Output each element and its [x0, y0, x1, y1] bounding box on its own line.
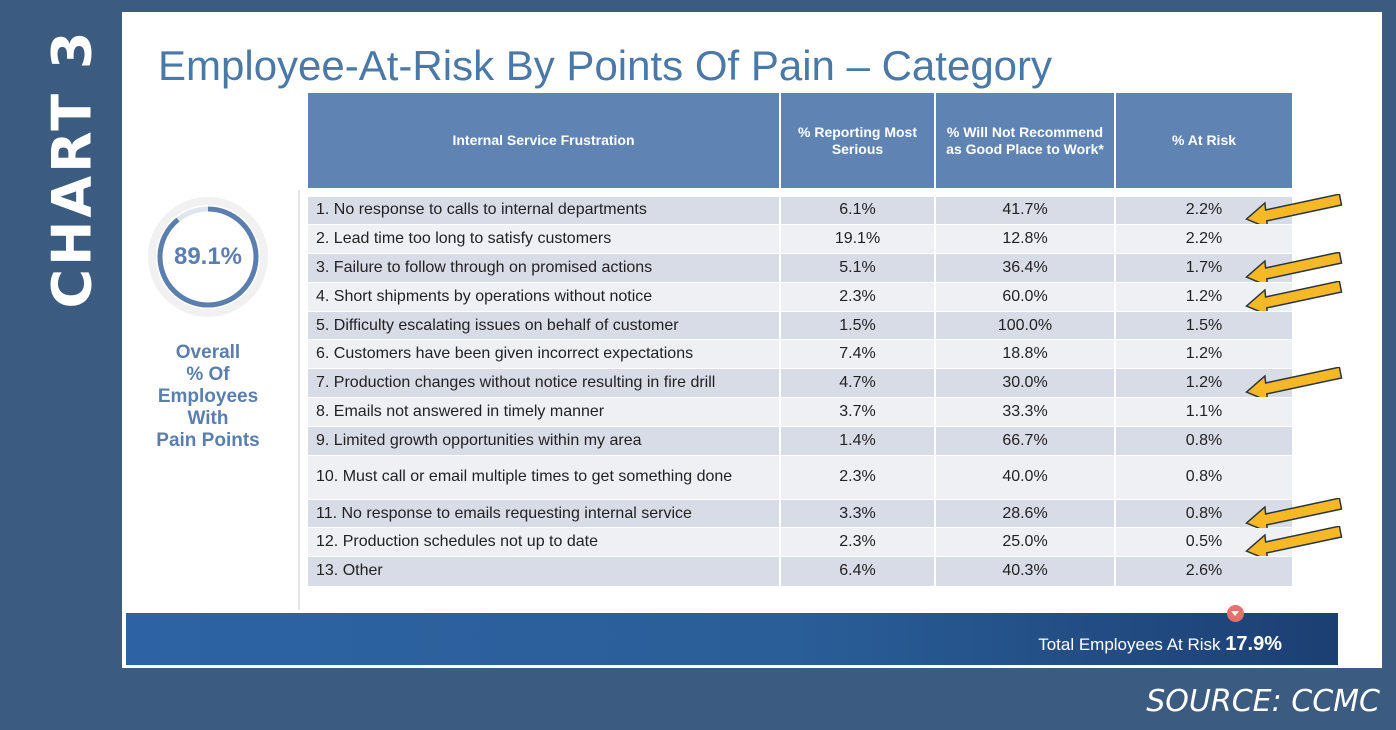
dropdown-marker-icon — [1227, 605, 1244, 622]
caption-line: Pain Points — [156, 430, 260, 451]
overall-ring-chart — [148, 197, 268, 317]
highlight-arrow-icon — [1245, 194, 1343, 225]
caption-line: Employees — [157, 386, 259, 407]
row-label-cell: 11. No response to emails requesting int… — [308, 498, 781, 528]
ring-progress-arc — [157, 206, 259, 308]
value-cell: 0.8% — [1115, 425, 1292, 456]
highlight-arrow-icon — [1245, 526, 1343, 557]
table-body: 1. No response to calls to internal depa… — [308, 188, 1292, 586]
column-header: % Reporting Most Serious — [780, 93, 936, 188]
highlight-arrow-icon — [1245, 497, 1343, 528]
value-cell: 100.0% — [935, 310, 1116, 340]
column-header: % Will Not Recommend as Good Place to Wo… — [935, 93, 1116, 188]
chart-panel: Employee-At-Risk By Points Of Pain – Cat… — [122, 12, 1382, 668]
value-cell: 40.3% — [935, 556, 1116, 586]
row-label-cell: 5. Difficulty escalating issues on behal… — [308, 310, 781, 340]
table-row: 3. Failure to follow through on promised… — [308, 253, 1292, 283]
value-cell: 66.7% — [935, 425, 1116, 456]
source-note: SOURCE: CCMC — [1146, 684, 1380, 719]
row-label-cell: 6. Customers have been given incorrect e… — [308, 339, 781, 369]
row-label-cell: 3. Failure to follow through on promised… — [308, 253, 781, 283]
table-row: 12. Production schedules not up to date 2… — [308, 527, 1292, 557]
column-header: % At Risk — [1115, 93, 1292, 188]
value-cell: 41.7% — [935, 195, 1116, 225]
overall-percent: 89.1% — [173, 243, 243, 270]
table-row: 1. No response to calls to internal depa… — [308, 195, 1292, 225]
value-cell: 19.1% — [780, 224, 936, 254]
row-label-cell: 10. Must call or email multiple times to… — [308, 454, 781, 500]
table-spacer-row — [308, 188, 1292, 196]
table-row: 7. Production changes without notice res… — [308, 368, 1292, 398]
overall-caption: Overall% Of Employees With Pain Points — [138, 342, 278, 452]
value-cell: 1.1% — [1115, 397, 1292, 427]
table-row: 6. Customers have been given incorrect e… — [308, 339, 1292, 369]
highlight-arrow-icon — [1245, 367, 1343, 398]
table-row: 5. Difficulty escalating issues on behal… — [308, 310, 1292, 340]
value-cell: 3.3% — [780, 498, 936, 528]
highlight-arrow-icon — [1245, 280, 1343, 311]
value-cell: 33.3% — [935, 397, 1116, 427]
total-at-risk: Total Employees At Risk 17.9% — [1038, 633, 1282, 656]
divider-line — [298, 190, 300, 610]
value-cell: 40.0% — [935, 454, 1116, 500]
row-label-cell: 13. Other — [308, 556, 781, 586]
row-label-cell: 9. Limited growth opportunities within m… — [308, 425, 781, 456]
value-cell: 2.2% — [1115, 224, 1292, 254]
row-label-cell: 4. Short shipments by operations without… — [308, 281, 781, 312]
data-table: Internal Service Frustration % Reporting… — [308, 93, 1292, 586]
row-label-cell: 8. Emails not answered in timely manner — [308, 397, 781, 427]
table-header-row: Internal Service Frustration % Reporting… — [308, 93, 1292, 188]
column-header: Internal Service Frustration — [308, 93, 781, 188]
value-cell: 2.3% — [780, 281, 936, 312]
value-cell: 28.6% — [935, 498, 1116, 528]
value-cell: 6.1% — [780, 195, 936, 225]
value-cell: 6.4% — [780, 556, 936, 586]
value-cell: 36.4% — [935, 253, 1116, 283]
value-cell: 0.8% — [1115, 454, 1292, 500]
total-value: 17.9% — [1225, 633, 1282, 655]
chart-title: Employee-At-Risk By Points Of Pain – Cat… — [158, 42, 1053, 89]
value-cell: 2.3% — [780, 527, 936, 557]
value-cell: 1.2% — [1115, 339, 1292, 369]
table-row: 4. Short shipments by operations without… — [308, 281, 1292, 312]
row-label-cell: 1. No response to calls to internal depa… — [308, 195, 781, 225]
value-cell: 30.0% — [935, 368, 1116, 398]
value-cell: 60.0% — [935, 281, 1116, 312]
table-row: 11. No response to emails requesting int… — [308, 498, 1292, 528]
highlight-arrow-icon — [1245, 251, 1343, 282]
value-cell: 5.1% — [780, 253, 936, 283]
total-label: Total Employees At Risk — [1038, 635, 1221, 654]
table-row: 8. Emails not answered in timely manner 3… — [308, 397, 1292, 427]
row-label-cell: 2. Lead time too long to satisfy custome… — [308, 224, 781, 254]
table-row: 9. Limited growth opportunities within m… — [308, 425, 1292, 456]
caption-line: Overall — [175, 342, 241, 363]
value-cell: 25.0% — [935, 527, 1116, 557]
value-cell: 1.4% — [780, 425, 936, 456]
row-label-cell: 7. Production changes without notice res… — [308, 368, 781, 398]
value-cell: 4.7% — [780, 368, 936, 398]
total-bar: Total Employees At Risk 17.9% — [126, 605, 1338, 665]
side-label-text: CHART 3 — [40, 28, 104, 308]
side-label: CHART 3 — [40, 28, 104, 308]
value-cell: 18.8% — [935, 339, 1116, 369]
caption-line: % Of — [186, 364, 230, 385]
value-cell: 1.5% — [780, 310, 936, 340]
caption-line: With — [187, 408, 229, 429]
value-cell: 7.4% — [780, 339, 936, 369]
data-table-container: Internal Service Frustration % Reporting… — [308, 93, 1292, 586]
table-row: 10. Must call or email multiple times to… — [308, 454, 1292, 500]
value-cell: 3.7% — [780, 397, 936, 427]
value-cell: 2.3% — [780, 454, 936, 500]
value-cell: 12.8% — [935, 224, 1116, 254]
value-cell: 2.6% — [1115, 556, 1292, 586]
row-label-cell: 12. Production schedules not up to date — [308, 527, 781, 557]
table-row: 13. Other 6.4% 40.3% 2.6% — [308, 556, 1292, 586]
value-cell: 1.5% — [1115, 310, 1292, 340]
table-row: 2. Lead time too long to satisfy custome… — [308, 224, 1292, 254]
